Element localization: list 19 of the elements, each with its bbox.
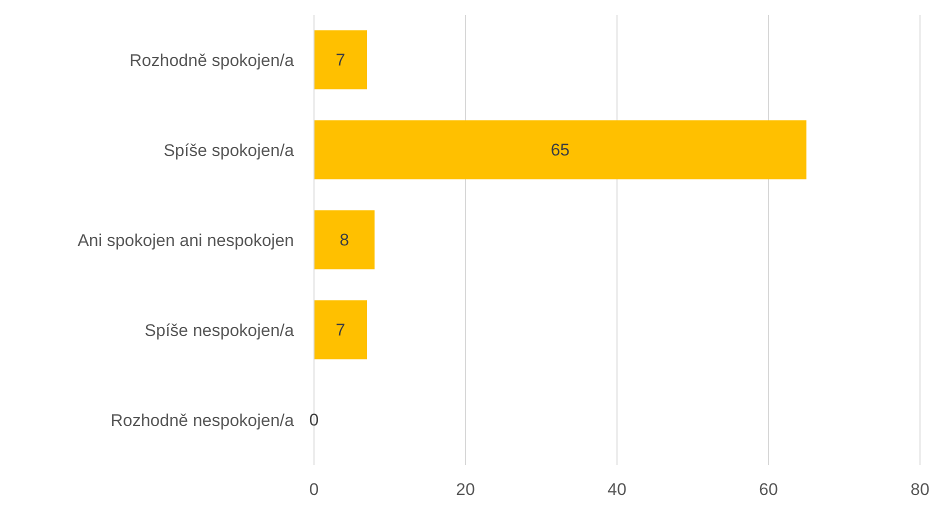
- y-tick-label: Spíše nespokojen/a: [144, 321, 295, 340]
- bar: [314, 210, 375, 270]
- bar: [314, 300, 368, 360]
- data-label: 0: [309, 410, 319, 430]
- y-tick-label: Spíše spokojen/a: [164, 141, 295, 160]
- x-tick-label: 0: [309, 480, 319, 500]
- x-tick-label: 20: [456, 480, 475, 500]
- y-tick-label: Rozhodně nespokojen/a: [110, 411, 295, 430]
- data-label: 8: [340, 230, 350, 250]
- data-label: 7: [336, 50, 346, 70]
- bar: [314, 30, 368, 90]
- x-tick-label: 80: [910, 480, 930, 500]
- data-label: 65: [550, 140, 570, 160]
- x-tick-label: 60: [759, 480, 778, 500]
- y-tick-label: Rozhodně spokojen/a: [130, 51, 295, 70]
- y-tick-label: Ani spokojen ani nespokojen: [78, 231, 294, 250]
- x-tick-label: 40: [608, 480, 626, 500]
- data-label: 7: [336, 320, 346, 340]
- bar: [314, 120, 806, 180]
